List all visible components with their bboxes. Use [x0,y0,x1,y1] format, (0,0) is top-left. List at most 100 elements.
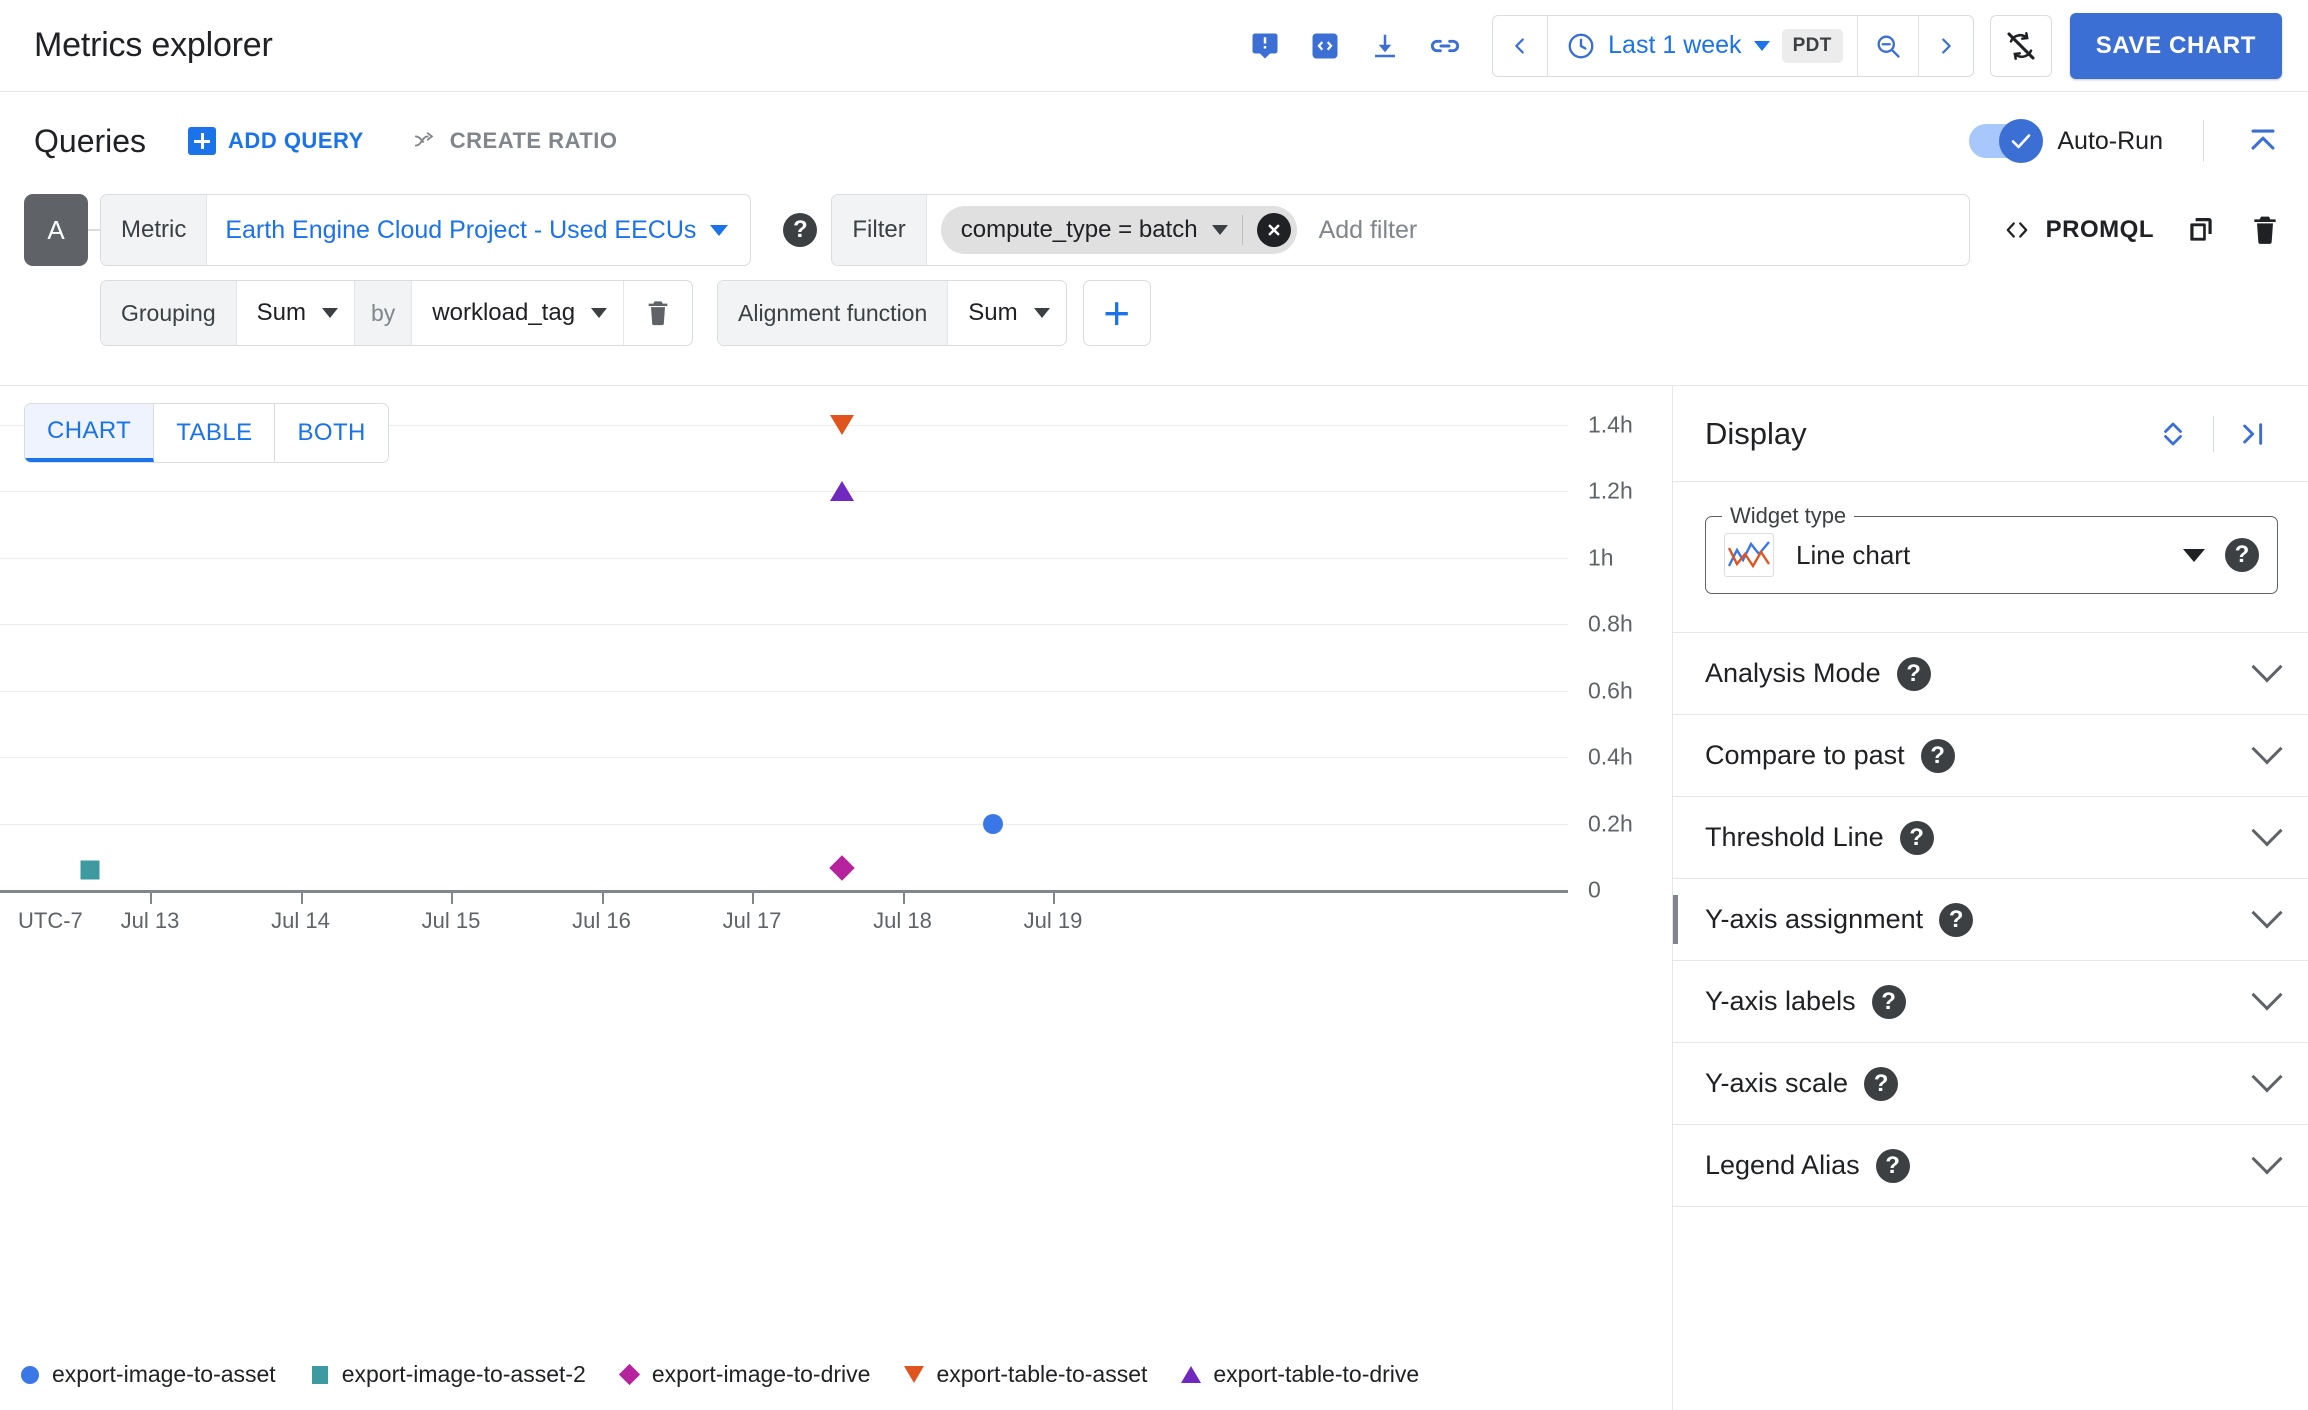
chevron-down-icon [1033,308,1050,318]
add-query-button[interactable]: ADD QUERY [188,127,364,155]
connector [88,229,100,231]
time-range-label: Last 1 week [1608,31,1742,59]
promql-button[interactable]: PROMQL [2000,216,2154,244]
data-point[interactable] [830,415,855,435]
remove-filter-icon[interactable] [1256,213,1291,247]
chart-legend: export-image-to-asset export-image-to-ass… [20,1361,1419,1388]
page-title: Metrics explorer [34,26,273,64]
tab-both[interactable]: BOTH [275,404,388,462]
metric-field[interactable]: Metric Earth Engine Cloud Project - Used… [100,194,752,266]
section-help-icon[interactable]: ? [1939,902,1974,937]
filter-field[interactable]: Filter compute_type = batch Add filter [831,194,1970,266]
download-icon[interactable] [1368,29,1402,63]
filter-label: Filter [832,195,927,265]
add-filter-input[interactable]: Add filter [1318,215,1418,244]
x-axis-tick [451,893,453,904]
gridline [0,690,1568,692]
gridline [0,757,1568,759]
display-section-legend-alias[interactable]: Legend Alias? [1673,1125,2308,1207]
link-icon[interactable] [1428,29,1462,63]
collapse-panel-icon[interactable] [2230,410,2278,458]
data-point[interactable] [830,481,855,502]
section-help-icon[interactable]: ? [1896,656,1931,691]
legend-label: export-image-to-asset-2 [341,1361,586,1387]
widget-type-select[interactable]: Widget type Line chart ? [1705,503,2278,594]
display-section-y-axis-scale[interactable]: Y-axis scale? [1673,1043,2308,1125]
view-tabs: CHART TABLE BOTH [24,403,389,463]
gridline [0,491,1568,493]
legend-item[interactable]: export-image-to-drive [619,1361,870,1388]
add-option-button[interactable] [1082,280,1151,346]
create-ratio-button[interactable]: CREATE RATIO [412,128,618,154]
query-actions: PROMQL [2000,213,2282,247]
y-axis-tick-label: 1.4h [1588,411,1633,438]
line-chart-thumbnail-icon [1724,533,1774,577]
section-help-icon[interactable]: ? [1899,820,1934,855]
tab-chart[interactable]: CHART [25,404,155,462]
delete-grouping-icon[interactable] [623,281,692,345]
display-section-y-axis-labels[interactable]: Y-axis labels? [1673,961,2308,1043]
display-section-compare-to-past[interactable]: Compare to past? [1673,715,2308,797]
display-section-y-axis-assignment[interactable]: Y-axis assignment? [1673,879,2308,961]
code-icon[interactable] [1308,29,1342,63]
save-chart-button[interactable]: SAVE CHART [2069,12,2282,79]
display-section-threshold-line[interactable]: Threshold Line? [1673,797,2308,879]
data-point[interactable] [80,860,100,880]
top-bar: Metrics explorer Last 1 week [0,0,2308,92]
lower-split: CHART TABLE BOTH 0 0.2h 0.4h 0.6h 0.8h 1h 1.2h… [0,385,2308,1410]
tab-table[interactable]: TABLE [154,404,276,462]
divider [1917,15,1919,76]
grouping-aggregator-select[interactable]: Sum [235,281,354,345]
metric-value[interactable]: Earth Engine Cloud Project - Used EECUs [207,216,750,245]
zoom-out-button[interactable] [1858,16,1918,76]
x-axis-line [0,890,1568,893]
alignment-select[interactable]: Sum [947,281,1065,345]
data-point[interactable] [829,855,856,882]
group-by-select[interactable]: workload_tag [411,281,623,345]
auto-run-toggle[interactable] [1969,119,2044,163]
widget-type-help-icon[interactable]: ? [2225,538,2259,572]
widget-type-legend: Widget type [1722,503,1855,529]
metric-label: Metric [101,195,208,265]
x-axis-tick [1053,893,1055,904]
gridline [0,425,1568,426]
divider [2203,120,2204,162]
duplicate-query-icon[interactable] [2184,213,2218,247]
sync-off-icon[interactable] [1989,14,2052,77]
chart-plot-area[interactable]: 0 0.2h 0.4h 0.6h 0.8h 1h 1.2h 1.4h Jul 13 Jul 14 J… [0,386,1672,1410]
section-help-icon[interactable]: ? [1871,984,1906,1019]
legend-item[interactable]: export-image-to-asset-2 [310,1361,586,1388]
filter-chip[interactable]: compute_type = batch [940,206,1297,254]
data-point[interactable] [982,813,1003,834]
expand-collapse-icon[interactable] [2149,410,2197,458]
legend-label: export-table-to-asset [936,1361,1148,1387]
clock-icon [1568,33,1594,58]
legend-item[interactable]: export-table-to-asset [904,1361,1147,1388]
chevron-down-icon [2251,1060,2283,1092]
previous-time-range-button[interactable] [1493,16,1547,76]
section-help-icon[interactable]: ? [1920,738,1955,773]
section-help-icon[interactable]: ? [1864,1066,1899,1101]
timezone-badge[interactable]: PDT [1781,28,1843,63]
delete-query-icon[interactable] [2248,213,2282,247]
query-badge[interactable]: A [24,194,88,266]
time-range-control: Last 1 week PDT [1492,14,1974,77]
next-time-range-button[interactable] [1919,16,1973,76]
x-axis-tick [300,893,303,904]
collapse-queries-icon[interactable] [2244,124,2282,158]
metric-help-icon[interactable]: ? [783,213,818,247]
legend-label: export-image-to-asset [52,1361,276,1387]
display-section-analysis-mode[interactable]: Analysis Mode? [1673,633,2308,715]
legend-item[interactable]: export-image-to-asset [20,1361,276,1388]
section-label: Y-axis assignment [1705,904,1924,934]
alert-icon[interactable] [1248,29,1282,63]
by-label: by [353,281,412,345]
divider [1547,15,1549,76]
section-help-icon[interactable]: ? [1875,1148,1910,1183]
x-axis-tick-label: Jul 15 [421,908,481,933]
legend-item[interactable]: export-table-to-drive [1181,1361,1419,1388]
time-range-selector[interactable]: Last 1 week PDT [1548,16,1857,76]
x-axis-timezone-label: UTC-7 [18,908,83,933]
plus-icon [188,127,217,155]
x-axis-tick [902,893,905,904]
